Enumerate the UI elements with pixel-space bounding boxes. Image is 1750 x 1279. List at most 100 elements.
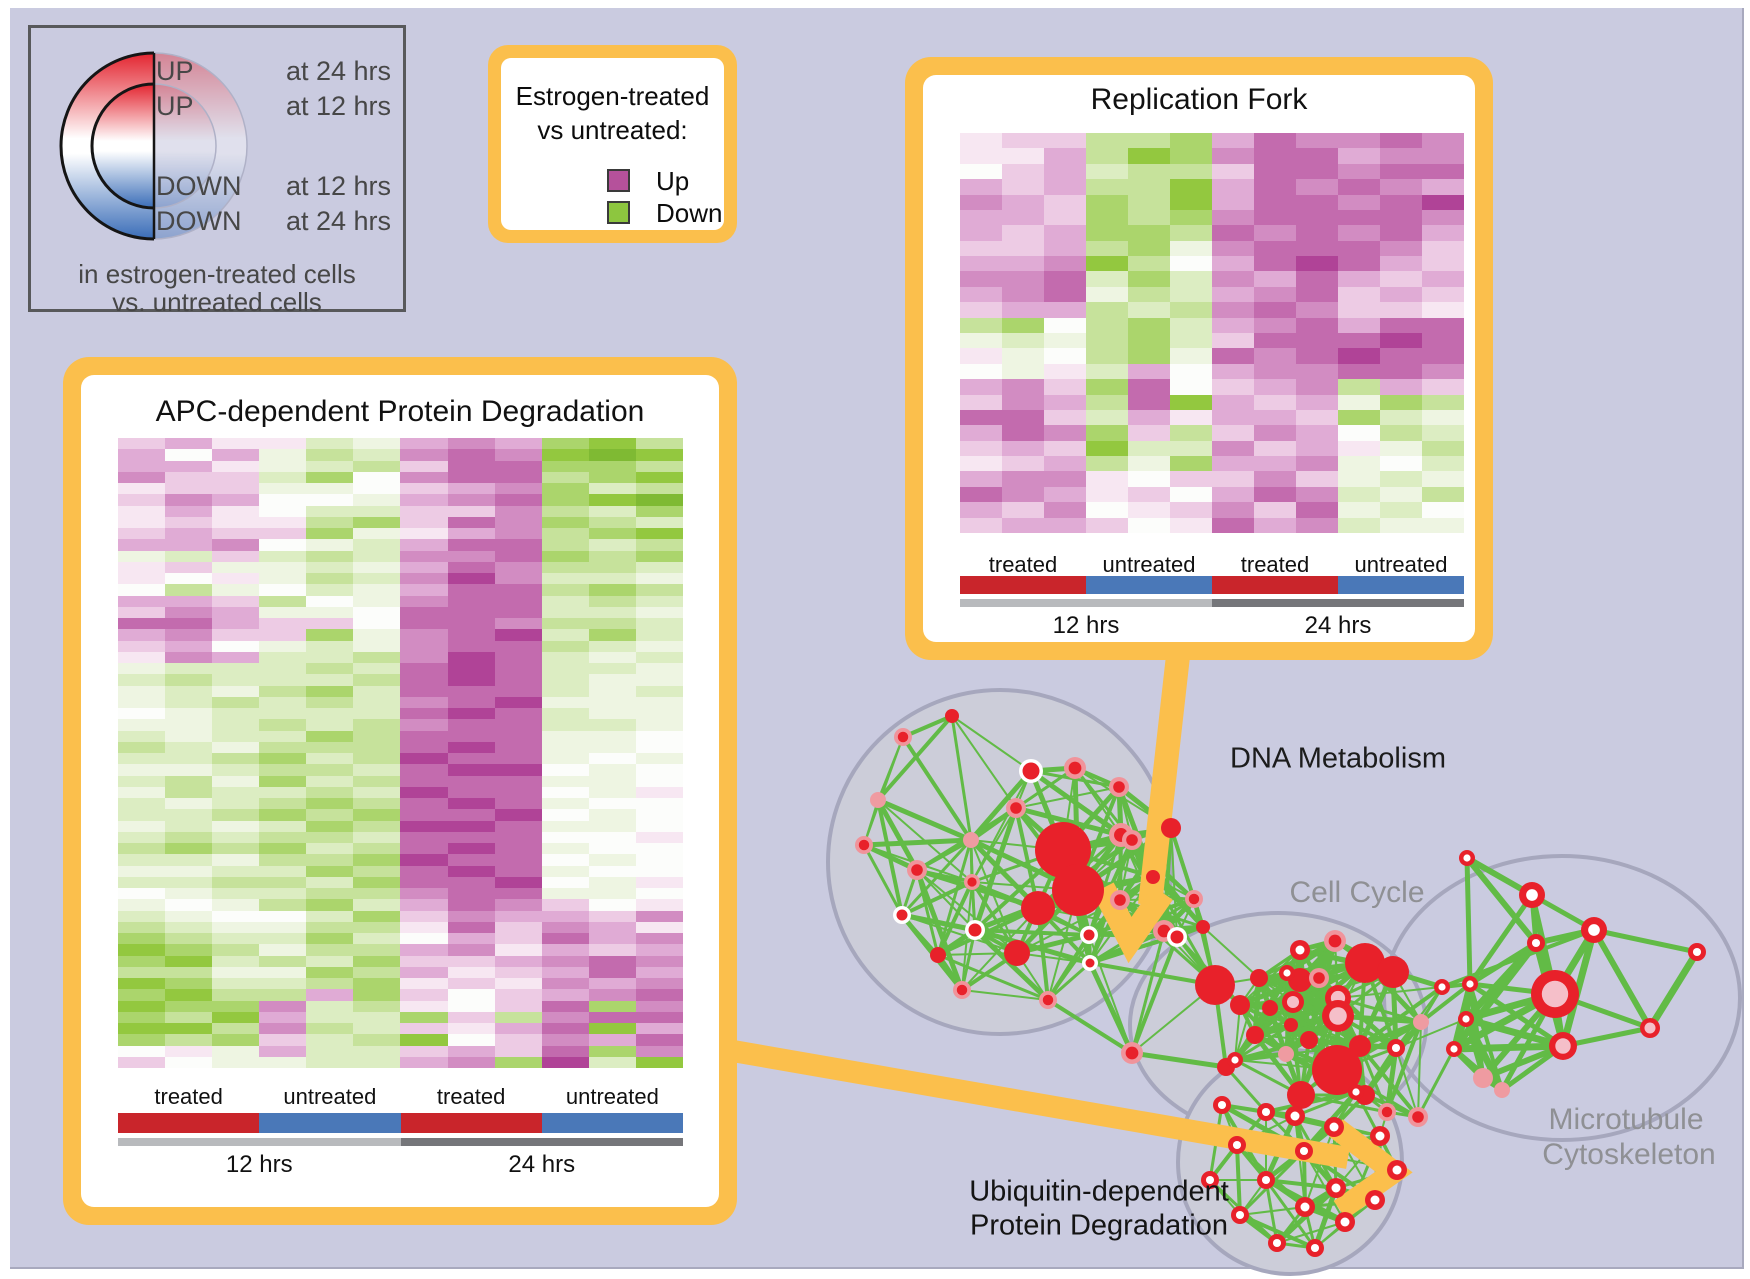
heatmap-cell <box>306 888 354 900</box>
heatmap-cell <box>635 888 683 900</box>
heatmap-cell <box>1086 148 1128 164</box>
heatmap-cell <box>1002 440 1044 457</box>
heatmap-cell <box>212 674 260 686</box>
network-edge <box>1462 1017 1506 1092</box>
network-node-core <box>1261 1175 1271 1185</box>
heatmap-cell <box>165 820 213 832</box>
heatmap-cell <box>447 584 495 596</box>
heatmap-cell <box>960 425 1002 441</box>
group-label: untreated <box>283 1084 377 1109</box>
heatmap-cell <box>400 820 448 832</box>
heatmap-cell <box>212 741 260 753</box>
heatmap-cell <box>400 640 448 652</box>
network-edge <box>877 797 972 843</box>
heatmap-cell <box>1128 363 1170 380</box>
heatmap-cell <box>212 809 260 821</box>
heatmap-cell <box>541 460 589 472</box>
heatmap-cell <box>1380 179 1422 195</box>
heatmap-cell <box>447 888 495 900</box>
heatmap-cell <box>494 730 542 742</box>
heatmap-cell <box>1086 332 1128 349</box>
heatmap-cell <box>353 1056 401 1068</box>
heatmap-cell <box>118 629 166 641</box>
heatmap-cell <box>588 550 636 562</box>
heatmap-cell <box>1044 332 1086 349</box>
heatmap-cell <box>1128 209 1170 226</box>
heatmap-cell <box>212 865 260 877</box>
heatmap-cell <box>353 888 401 900</box>
network-edge <box>1385 1021 1423 1113</box>
heatmap-cell <box>1212 133 1254 149</box>
heatmap-cell <box>588 798 636 810</box>
updown-legend: UP at 24 hrs UP at 12 hrs DOWN at 12 hrs… <box>28 25 406 316</box>
heatmap-cell <box>400 933 448 945</box>
heatmap-cell <box>1338 148 1380 164</box>
heatmap-cell <box>353 719 401 731</box>
heatmap-cell <box>588 685 636 697</box>
heatmap-cell <box>1002 456 1044 472</box>
time-label: at 24 hrs <box>285 206 391 236</box>
network-node <box>870 792 886 808</box>
heatmap-cell <box>1086 271 1128 287</box>
heatmap-cell <box>353 483 401 495</box>
heatmap-cell <box>1002 163 1044 180</box>
heatmap-cell <box>1002 225 1044 241</box>
heatmap-cell <box>118 539 166 551</box>
heatmap-cell <box>588 1034 636 1046</box>
heatmap-cell <box>1086 302 1128 318</box>
heatmap-cell <box>494 584 542 596</box>
heatmap-cell <box>447 483 495 495</box>
heatmap-cell <box>1254 194 1296 210</box>
heatmap-cell <box>118 483 166 495</box>
heatmap-cell <box>1422 502 1464 518</box>
heatmap-cell <box>259 460 307 472</box>
network-node-core <box>1692 947 1702 957</box>
heatmap-cell <box>447 966 495 978</box>
heatmap-cell <box>494 966 542 978</box>
heatmap-cell <box>306 741 354 753</box>
heatmap-cell <box>259 584 307 596</box>
heatmap-cell <box>1044 240 1086 257</box>
heatmap-cell <box>1128 471 1170 487</box>
heatmap-cell <box>306 854 354 866</box>
heatmap-cell <box>259 786 307 798</box>
heatmap-cell <box>1380 379 1422 395</box>
updown-circle-glyph <box>59 51 248 241</box>
heatmap-cell <box>118 584 166 596</box>
heatmap-cell <box>1422 332 1464 349</box>
heatmap-cell <box>1338 209 1380 226</box>
treated-bar-segment <box>960 576 1086 594</box>
estrogen-legend: Estrogen-treated vs untreated: Up Down <box>488 45 737 243</box>
heatmap-cell <box>635 775 683 787</box>
heatmap-cell <box>165 798 213 810</box>
heatmap-cell <box>212 820 260 832</box>
heatmap-cell <box>1044 256 1086 272</box>
heatmap-cell <box>212 1056 260 1068</box>
network-node <box>1004 940 1030 966</box>
time-label: at 12 hrs <box>285 171 391 201</box>
heatmap-cell <box>400 618 448 630</box>
updown-row: DOWN at 12 hrs <box>31 172 403 200</box>
heatmap-cell <box>635 921 683 933</box>
heatmap-cell <box>259 483 307 495</box>
network-node-core <box>1114 894 1126 906</box>
heatmap-cell <box>1380 133 1422 149</box>
network-node <box>1052 864 1104 916</box>
heatmap-cell <box>447 1034 495 1046</box>
heatmap-cell <box>165 944 213 956</box>
heatmap-cell <box>306 528 354 540</box>
heatmap-cell <box>353 595 401 607</box>
heatmap-cell <box>541 831 589 843</box>
heatmap-cell <box>212 944 260 956</box>
heatmap-cell <box>118 910 166 922</box>
heatmap-cell <box>1086 363 1128 380</box>
heatmap-cell <box>306 831 354 843</box>
heatmap-cell <box>635 460 683 472</box>
heatmap-cell <box>635 550 683 562</box>
heatmap-cell <box>494 921 542 933</box>
heatmap-cell <box>1212 302 1254 318</box>
rf-time-labels: 12 hrs 24 hrs <box>960 612 1464 640</box>
heatmap-cell <box>1212 486 1254 503</box>
heatmap-cell <box>165 1023 213 1035</box>
heatmap-cell <box>165 471 213 483</box>
